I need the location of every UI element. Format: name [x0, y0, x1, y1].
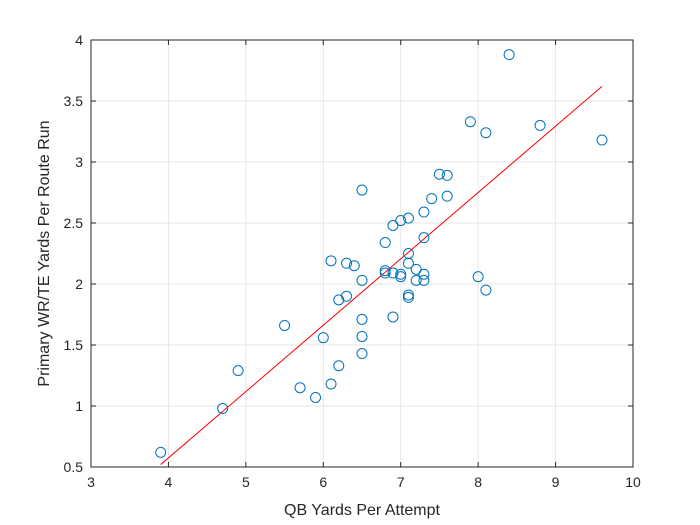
y-tick-label: 3.5 — [64, 93, 84, 109]
data-point — [395, 268, 407, 280]
data-point — [464, 116, 476, 128]
data-point — [294, 382, 306, 394]
data-point — [395, 271, 407, 283]
data-point — [217, 402, 229, 414]
data-point — [325, 255, 337, 267]
data-point — [333, 360, 345, 372]
data-point — [480, 127, 492, 139]
data-point — [341, 257, 353, 269]
data-point — [379, 267, 391, 279]
data-point — [356, 313, 368, 325]
data-point — [155, 446, 167, 458]
y-tick-label: 1.5 — [64, 337, 84, 353]
data-point — [379, 237, 391, 249]
data-point — [310, 391, 322, 403]
data-point — [379, 265, 391, 277]
x-tick-label: 10 — [625, 474, 641, 490]
data-point — [596, 134, 608, 146]
x-tick-label: 5 — [242, 474, 250, 490]
data-point — [356, 274, 368, 286]
data-point — [395, 215, 407, 227]
x-axis-title: QB Yards Per Attempt — [284, 502, 440, 519]
x-tick-label: 4 — [165, 474, 173, 490]
data-point — [317, 332, 329, 344]
data-point — [341, 290, 353, 302]
plot-frame — [90, 39, 634, 468]
data-point — [503, 49, 515, 61]
data-point — [418, 232, 430, 244]
data-point — [410, 274, 422, 286]
plot-background — [91, 40, 633, 467]
data-point — [534, 119, 546, 131]
data-point — [426, 193, 438, 205]
data-point — [418, 206, 430, 218]
data-point — [387, 219, 399, 231]
data-point — [387, 311, 399, 323]
data-point — [325, 378, 337, 390]
data-point — [441, 190, 453, 202]
data-point — [410, 263, 422, 275]
x-tick-label: 8 — [474, 474, 482, 490]
data-point — [232, 365, 244, 377]
data-point — [402, 289, 414, 301]
y-tick-label: 1 — [75, 398, 83, 414]
data-point — [441, 169, 453, 181]
data-point — [472, 271, 484, 283]
y-tick-label: 2 — [75, 276, 83, 292]
x-tick-label: 7 — [397, 474, 405, 490]
y-tick-label: 2.5 — [64, 215, 84, 231]
data-point — [402, 248, 414, 259]
data-point — [433, 168, 445, 180]
data-point — [418, 268, 430, 280]
data-point — [418, 274, 430, 286]
x-tick-label: 3 — [87, 474, 95, 490]
x-tick-label: 6 — [319, 474, 327, 490]
data-point — [402, 291, 414, 303]
data-point — [279, 319, 291, 331]
x-tick-label: 9 — [552, 474, 560, 490]
axes: 3 4 5 6 7 8 9 10 0.5 1 1.5 2 2.5 3 3.5 4 — [64, 32, 641, 490]
data-point — [356, 330, 368, 342]
data-points — [155, 49, 608, 458]
y-tick-label: 3 — [75, 154, 83, 170]
y-tick-label: 4 — [75, 32, 83, 48]
grid-lines — [90, 39, 634, 468]
y-tick-label: 0.5 — [64, 459, 84, 475]
data-point — [480, 284, 492, 296]
data-point — [356, 348, 368, 360]
data-point — [356, 184, 368, 196]
data-point — [348, 260, 360, 272]
data-point — [402, 212, 414, 224]
y-axis-title: Primary WR/TE Yards Per Route Run — [36, 120, 53, 386]
